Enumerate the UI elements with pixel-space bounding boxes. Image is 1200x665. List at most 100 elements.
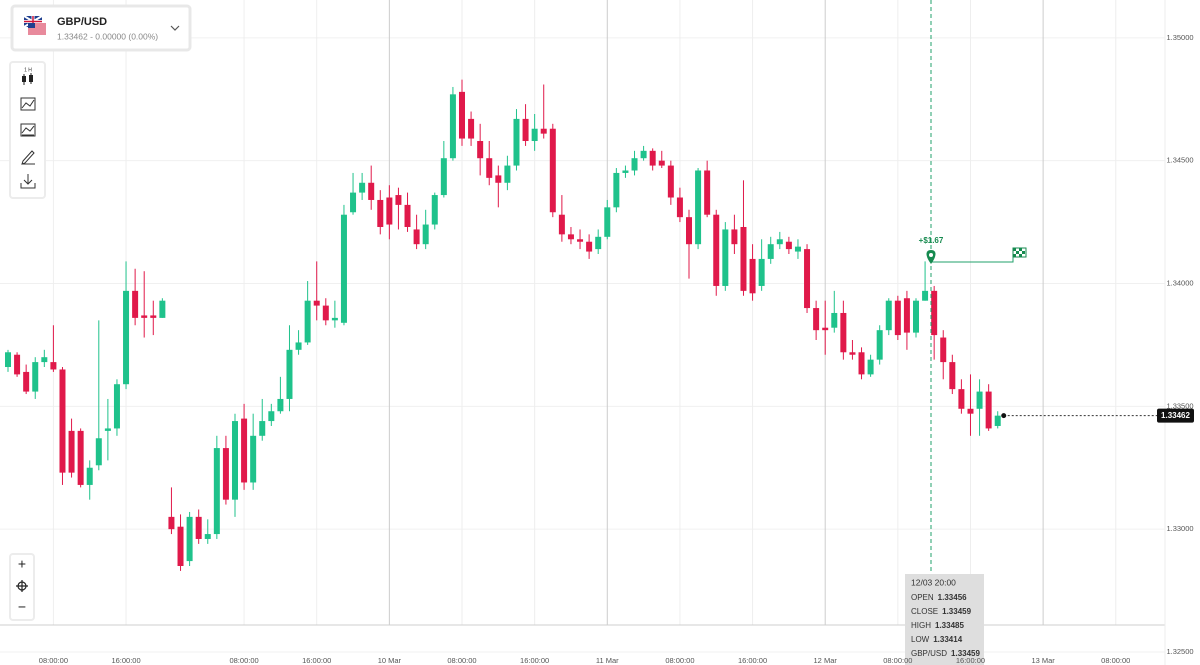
grid [0, 0, 1165, 653]
candle-body [277, 398, 284, 412]
indicator-button[interactable] [20, 97, 36, 111]
candle-body [740, 226, 747, 291]
candle-body [322, 305, 329, 321]
candle-body [958, 389, 965, 409]
draw-button[interactable] [21, 150, 35, 165]
candle-body [422, 224, 429, 245]
candle-body [586, 241, 593, 252]
candle-body [794, 246, 801, 252]
candle-body [822, 327, 829, 331]
tooltip-row: CLOSE 1.33459 [911, 607, 972, 616]
y-tick-label: 1.34500 [1166, 156, 1193, 165]
candle-body [649, 150, 656, 166]
candle-body [540, 128, 547, 134]
tooltip-label: GBP/USD [911, 649, 947, 658]
candle-body [150, 315, 157, 318]
candle-body [259, 421, 266, 436]
symbol: GBP/USD [57, 16, 107, 28]
zoom-in[interactable]: + [18, 556, 26, 572]
tooltip-value: 1.33456 [938, 593, 967, 602]
candle-body [495, 175, 502, 183]
x-tick-label: 08:00:00 [1101, 656, 1130, 665]
candle-body [831, 312, 838, 328]
download-button[interactable] [20, 174, 36, 189]
candle-body [368, 182, 375, 200]
candle-body [159, 300, 166, 318]
candle-body [5, 352, 11, 368]
last-price: 1.33462 [1001, 408, 1194, 423]
x-tick-label: 16:00:00 [302, 656, 331, 665]
candle-body [813, 308, 820, 331]
candle-body [359, 182, 366, 193]
candle-body [558, 214, 565, 235]
candle-body [141, 315, 148, 318]
candle-body [858, 352, 865, 375]
candle-body [168, 516, 175, 530]
candle-body [222, 448, 229, 500]
candle-body [286, 349, 293, 399]
candle-body [95, 438, 102, 466]
candle-body [949, 362, 956, 390]
dropdown-chevron [170, 25, 180, 31]
candle-body [32, 362, 39, 392]
y-tick-label: 1.32500 [1166, 647, 1193, 656]
candles [5, 79, 1001, 571]
candle-body [549, 128, 556, 213]
candle-body [695, 170, 702, 245]
tooltip-label: LOW [911, 635, 930, 644]
reset-zoom[interactable] [16, 580, 28, 592]
candle-body [449, 94, 456, 159]
candle-body [749, 258, 756, 294]
candle-body [922, 290, 929, 301]
candle-body [758, 258, 765, 286]
candle-body [513, 118, 520, 166]
symbol-header[interactable]: GBP/USD 1.33462 - 0.00000 (0.00%) [10, 4, 192, 52]
zoom-out[interactable]: − [18, 599, 26, 615]
y-tick-label: 1.34000 [1166, 278, 1193, 287]
x-tick-label: 08:00:00 [39, 656, 68, 665]
candle-body [785, 241, 792, 250]
candle-body [186, 516, 193, 562]
candle-body [994, 415, 1001, 426]
candle-body [676, 197, 683, 218]
candle-body [331, 317, 338, 321]
last-price-label: 1.33462 [1161, 411, 1190, 420]
candle-body [686, 217, 692, 245]
candle-body [903, 298, 910, 333]
trade-profit: +$1.67 [919, 236, 944, 245]
quote: 1.33462 - 0.00000 (0.00%) [57, 31, 158, 41]
studies-button[interactable] [20, 123, 36, 137]
tooltip-label: CLOSE [911, 607, 938, 616]
tooltip-value: 1.33459 [951, 649, 980, 658]
tooltip-time: 12/03 20:00 [911, 577, 956, 587]
candle-body [604, 207, 611, 237]
candle-body [413, 229, 420, 245]
target-flag[interactable] [1012, 247, 1027, 258]
interval-button[interactable]: 1 H [22, 67, 33, 85]
candle-body [731, 229, 738, 245]
candle-body [894, 300, 901, 336]
y-tick-label: 1.33500 [1166, 401, 1193, 410]
candle-body [41, 357, 48, 363]
x-tick-label: 12 Mar [814, 656, 838, 665]
x-tick-label: 08:00:00 [665, 656, 694, 665]
candle-body [340, 214, 347, 323]
candle-body [204, 534, 211, 539]
x-tick-label: 16:00:00 [956, 656, 985, 665]
tooltip-value: 1.33485 [935, 621, 964, 630]
candle-body [386, 197, 393, 225]
candle-body [295, 342, 302, 350]
trade-connector [931, 250, 1014, 263]
y-tick-label: 1.33000 [1166, 524, 1193, 533]
candle-body [767, 244, 774, 259]
candle-body [113, 384, 120, 429]
x-tick-label: 16:00:00 [111, 656, 140, 665]
candle-body [304, 300, 311, 343]
x-tick-label: 13 Mar [1031, 656, 1055, 665]
candle-body [350, 192, 357, 213]
candle-body [395, 195, 402, 205]
candle-body [704, 170, 711, 215]
candle-body [504, 165, 511, 183]
candle-body [667, 165, 674, 198]
